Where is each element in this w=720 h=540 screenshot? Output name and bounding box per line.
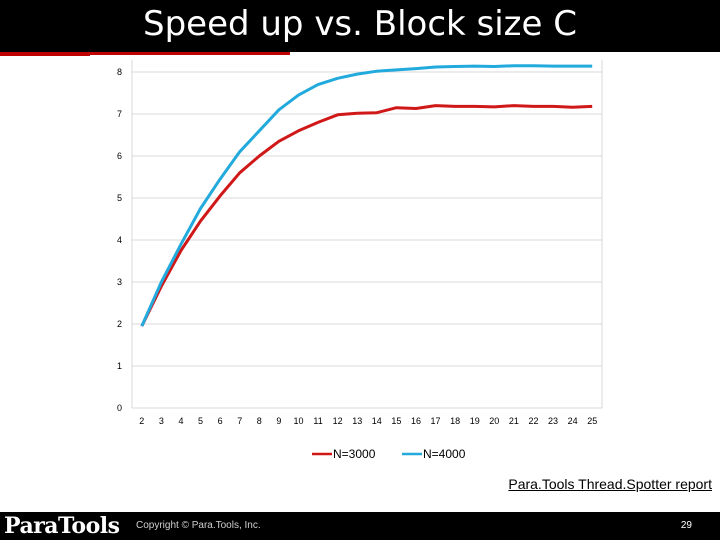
x-tick-label: 4 (178, 416, 183, 426)
x-tick-label: 18 (450, 416, 460, 426)
x-tick-label: 19 (470, 416, 480, 426)
x-tick-label: 12 (333, 416, 343, 426)
x-tick-label: 17 (431, 416, 441, 426)
x-tick-label: 21 (509, 416, 519, 426)
series-line-n3000 (140, 104, 593, 327)
paratools-logo: ParaTools (4, 513, 120, 539)
y-tick-label: 8 (117, 67, 122, 77)
series-line-n4000 (140, 64, 593, 327)
title-accent-bar-right (90, 52, 290, 55)
legend-label: N=4000 (423, 447, 466, 461)
x-tick-label: 9 (276, 416, 281, 426)
y-tick-label: 5 (117, 193, 122, 203)
x-tick-label: 5 (198, 416, 203, 426)
chart-container: 0 1 2 3 4 5 6 7 8 2 3 4 5 6 7 8 9 10 11 12 13 14 15 16 17 18 19 20 2… (0, 60, 720, 480)
x-tick-label: 25 (587, 416, 597, 426)
y-tick-label: 3 (117, 277, 122, 287)
x-tick-label: 8 (257, 416, 262, 426)
x-tick-label: 20 (489, 416, 499, 426)
copyright-text: Copyright © Para.Tools, Inc. (136, 520, 261, 531)
x-tick-label: 10 (293, 416, 303, 426)
title-bar (0, 0, 720, 52)
x-tick-label: 13 (352, 416, 362, 426)
x-tick-label: 16 (411, 416, 421, 426)
y-tick-label: 2 (117, 319, 122, 329)
x-tick-label: 23 (548, 416, 558, 426)
y-tick-label: 7 (117, 109, 122, 119)
y-tick-label: 0 (117, 403, 122, 413)
slide-title: Speed up vs. Block size C (142, 4, 577, 44)
x-tick-label: 3 (159, 416, 164, 426)
title-accent-bar-left (0, 52, 90, 56)
legend-label: N=3000 (333, 447, 376, 461)
x-tick-label: 7 (237, 416, 242, 426)
page-number: 29 (680, 520, 692, 531)
x-tick-label: 15 (391, 416, 401, 426)
x-tick-label: 6 (218, 416, 223, 426)
y-tick-label: 1 (117, 361, 122, 371)
x-tick-label: 22 (528, 416, 538, 426)
x-tick-label: 11 (313, 416, 322, 426)
y-tick-label: 4 (117, 235, 122, 245)
report-link[interactable]: Para.Tools Thread.Spotter report (508, 476, 712, 492)
footer-bar: ParaTools Copyright © Para.Tools, Inc. 2… (0, 512, 720, 540)
x-tick-label: 14 (372, 416, 382, 426)
y-tick-label: 6 (117, 151, 122, 161)
x-tick-label: 2 (139, 416, 144, 426)
x-tick-label: 24 (568, 416, 578, 426)
